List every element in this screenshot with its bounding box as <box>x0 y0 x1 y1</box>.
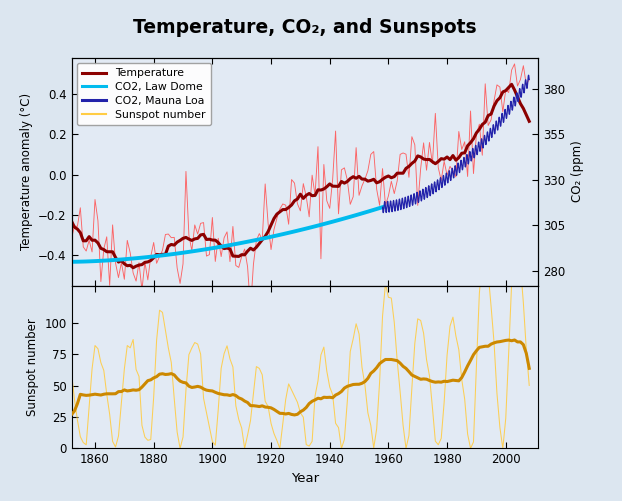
Legend: Temperature, CO2, Law Dome, CO2, Mauna Loa, Sunspot number: Temperature, CO2, Law Dome, CO2, Mauna L… <box>77 63 211 125</box>
Text: Temperature, CO₂, and Sunspots: Temperature, CO₂, and Sunspots <box>133 18 476 37</box>
Y-axis label: Temperature anomaly (°C): Temperature anomaly (°C) <box>20 93 32 250</box>
Y-axis label: Sunspot number: Sunspot number <box>26 318 39 416</box>
X-axis label: Year: Year <box>290 472 319 485</box>
Y-axis label: CO₂ (ppm): CO₂ (ppm) <box>571 141 583 202</box>
